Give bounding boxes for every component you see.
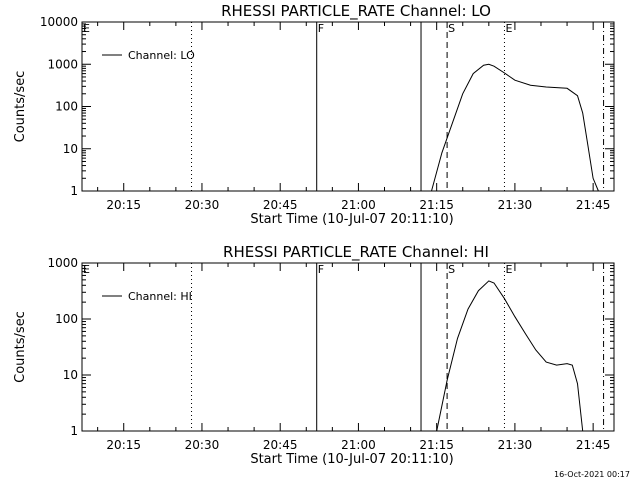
y-tick-label: 1000: [47, 256, 78, 270]
y-axis-title: Counts/sec: [13, 311, 28, 383]
y-tick-label: 1: [70, 424, 78, 438]
legend-label: Channel: HI: [128, 290, 192, 303]
event-marker-label: S: [448, 22, 455, 35]
legend-label: Channel: LO: [128, 49, 195, 62]
chart-title: RHESSI PARTICLE_RATE Channel: HI: [223, 243, 489, 262]
x-axis-title: Start Time (10-Jul-07 20:11:10): [250, 212, 453, 227]
y-tick-label: 100: [55, 312, 78, 326]
y-tick-label: 1: [70, 184, 78, 198]
chart-title: RHESSI PARTICLE_RATE Channel: LO: [221, 2, 491, 21]
timestamp-stamp: 16-Oct-2021 00:17: [554, 470, 630, 479]
x-tick-label: 20:15: [106, 438, 141, 452]
y-tick-label: 10: [63, 142, 78, 156]
x-tick-label: 20:45: [263, 438, 298, 452]
x-tick-label: 21:00: [341, 438, 376, 452]
chart-panel-2: RHESSI PARTICLE_RATE Channel: HI 1 10 100 10…: [13, 243, 615, 467]
x-tick-label: 21:30: [498, 198, 533, 212]
event-marker-label: F: [318, 263, 324, 276]
x-axis-title: Start Time (10-Jul-07 20:11:10): [250, 452, 453, 467]
event-marker-label: E: [505, 22, 512, 35]
x-tick-label: 21:15: [419, 438, 454, 452]
series-line: [436, 280, 584, 432]
series-line: [431, 63, 599, 192]
x-tick-label: 21:00: [341, 198, 376, 212]
event-marker-label: E: [83, 263, 90, 276]
y-tick-label: 1000: [47, 57, 78, 71]
y-tick-label: 100: [55, 100, 78, 114]
event-marker-label: S: [448, 263, 455, 276]
chart-panel-1: RHESSI PARTICLE_RATE Channel: LO 1 10 100 10…: [13, 2, 615, 227]
x-tick-label: 21:45: [576, 198, 611, 212]
x-tick-label: 20:15: [106, 198, 141, 212]
event-marker-label: E: [83, 22, 90, 35]
x-tick-label: 21:30: [498, 438, 533, 452]
x-tick-label: 20:30: [185, 198, 220, 212]
event-marker-label: F: [318, 22, 324, 35]
x-tick-label: 21:15: [419, 198, 454, 212]
y-tick-label: 10: [63, 368, 78, 382]
x-tick-label: 21:45: [576, 438, 611, 452]
y-tick-label: 10000: [40, 15, 78, 29]
y-axis-title: Counts/sec: [13, 71, 28, 143]
x-tick-label: 20:45: [263, 198, 298, 212]
x-tick-label: 20:30: [185, 438, 220, 452]
event-marker-label: E: [505, 263, 512, 276]
